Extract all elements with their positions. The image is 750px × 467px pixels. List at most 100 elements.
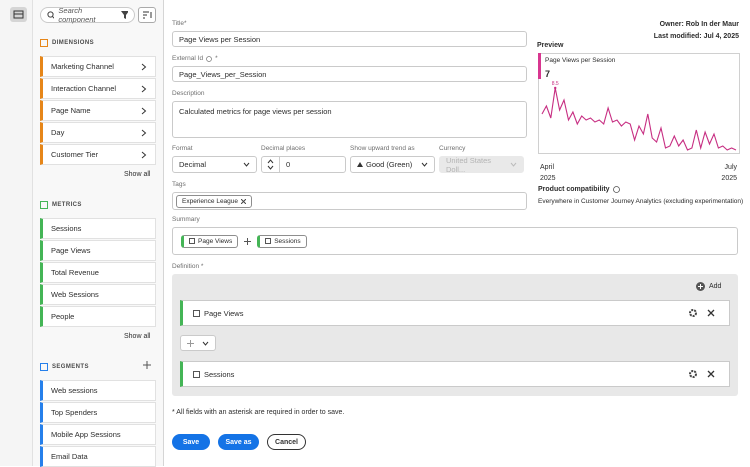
component-item[interactable]: Customer Tier: [40, 144, 156, 165]
item-label: Day: [51, 128, 65, 137]
component-item[interactable]: Marketing Channel: [40, 56, 156, 77]
section-title: SEGMENTS: [52, 364, 89, 370]
chevron: [141, 85, 147, 92]
chevron-path: [141, 63, 147, 70]
chevron: [141, 129, 147, 136]
chevron-path: [141, 107, 147, 114]
chevron-path: [141, 129, 147, 136]
search-box[interactable]: Search component: [40, 6, 135, 24]
save-as-button[interactable]: Save as: [218, 434, 259, 450]
component-item[interactable]: Day: [40, 122, 156, 143]
component-item[interactable]: Mobile App Sessions: [40, 424, 156, 445]
component-item[interactable]: People: [40, 306, 156, 327]
chevron-path: [141, 151, 147, 158]
label: Decimal places: [261, 145, 306, 152]
component-item[interactable]: Top Spenders: [40, 402, 156, 423]
currency-select: United States Doll...: [439, 155, 524, 174]
section-header: SEGMENTS: [40, 363, 89, 371]
label: Summary: [172, 216, 200, 223]
component-item[interactable]: Web sessions: [40, 380, 156, 401]
card-settings[interactable]: [688, 308, 698, 320]
definition-card: Page Views: [180, 300, 730, 326]
section-title: METRICS: [52, 202, 82, 208]
trend-select[interactable]: Good (Green): [350, 156, 435, 173]
compat-label: Product compatibility: [538, 186, 610, 193]
card-remove[interactable]: [707, 309, 715, 319]
summary-chip: Sessions: [257, 234, 307, 248]
label-row: External Id *: [172, 55, 218, 62]
card-label: Sessions: [204, 369, 235, 379]
last-modified: Last modified: Jul 4, 2025: [653, 33, 739, 40]
item-label: People: [51, 312, 75, 321]
preview-card: [538, 53, 740, 154]
component-item[interactable]: Interaction Channel: [40, 78, 156, 99]
description-input[interactable]: Calculated metrics for page views per se…: [172, 101, 527, 138]
item-label: Interaction Channel: [51, 84, 117, 93]
label: Title*: [172, 20, 187, 27]
compat-value: Everywhere in Customer Journey Analytics…: [538, 198, 744, 205]
show-all[interactable]: Show all: [124, 171, 151, 178]
preview-accent: [538, 53, 541, 79]
add-segment[interactable]: [143, 361, 151, 372]
save-button[interactable]: Save: [172, 434, 210, 450]
item-label: Page Views: [51, 246, 91, 255]
component-item[interactable]: Total Revenue: [40, 262, 156, 283]
component-item[interactable]: Email Data: [40, 446, 156, 467]
required-note: * All fields with an asterisk are requir…: [172, 409, 345, 416]
peak-label: 8.5: [552, 81, 559, 87]
panel-toggle[interactable]: [10, 7, 27, 22]
format-select[interactable]: Decimal: [172, 156, 257, 173]
item-label: Mobile App Sessions: [51, 430, 121, 439]
item-label: Customer Tier: [51, 150, 99, 159]
sparkline: [541, 87, 737, 151]
x-year: 2025: [540, 175, 556, 182]
x-label: July 2025: [721, 162, 737, 184]
operator-select[interactable]: [180, 335, 216, 351]
section-header: DIMENSIONS: [40, 39, 94, 47]
tags-input[interactable]: Experience League: [172, 192, 527, 210]
add-button[interactable]: Add: [696, 282, 721, 291]
item-label: Total Revenue: [51, 268, 99, 277]
item-label: Marketing Channel: [51, 62, 114, 71]
label: Definition *: [172, 263, 204, 270]
chip-label: Page Views: [198, 237, 233, 245]
tag: Experience League: [182, 197, 239, 205]
label: Currency: [439, 145, 466, 152]
decimal-input[interactable]: 0: [261, 156, 346, 173]
input-value: Page Views per Session: [179, 34, 261, 44]
sparkline-chart: 8.5: [541, 81, 737, 151]
x-year: 2025: [721, 175, 737, 182]
component-item[interactable]: Web Sessions: [40, 284, 156, 305]
definition-card: Sessions: [180, 361, 730, 387]
external-id-input[interactable]: Page_Views_per_Session: [172, 66, 527, 82]
chip-label: Sessions: [274, 237, 301, 245]
card-settings[interactable]: [688, 369, 698, 381]
select-value: United States Doll...: [446, 155, 492, 174]
chevron-path: [141, 85, 147, 92]
component-item[interactable]: Page Name: [40, 100, 156, 121]
x-month: July: [724, 164, 737, 171]
component-item[interactable]: Sessions: [40, 218, 156, 239]
item-label: Sessions: [51, 224, 82, 233]
input-value: Calculated metrics for page views per se…: [179, 107, 332, 116]
required-mark: *: [215, 55, 218, 62]
info: Owner: Rob In der Maur Last modified: Jul…: [654, 19, 739, 43]
chevron: [141, 107, 147, 114]
cancel-button[interactable]: Cancel: [267, 434, 306, 450]
preview-value: 7: [545, 69, 551, 79]
chevron: [141, 151, 147, 158]
input-value: 0: [286, 160, 291, 169]
item-label: Web sessions: [51, 386, 98, 395]
sort-button[interactable]: [138, 7, 156, 23]
compat-row: Product compatibility: [538, 186, 620, 193]
section-header: METRICS: [40, 201, 82, 209]
add-label: Add: [709, 283, 722, 290]
card-remove[interactable]: [707, 370, 715, 380]
component-item[interactable]: Page Views: [40, 240, 156, 261]
item-label: Top Spenders: [51, 408, 98, 417]
input-value: Page_Views_per_Session: [179, 69, 267, 79]
title-input[interactable]: Page Views per Session: [172, 31, 527, 47]
show-all[interactable]: Show all: [124, 333, 151, 340]
summary-chip: Page Views: [181, 234, 239, 248]
section-icon: [40, 201, 48, 209]
